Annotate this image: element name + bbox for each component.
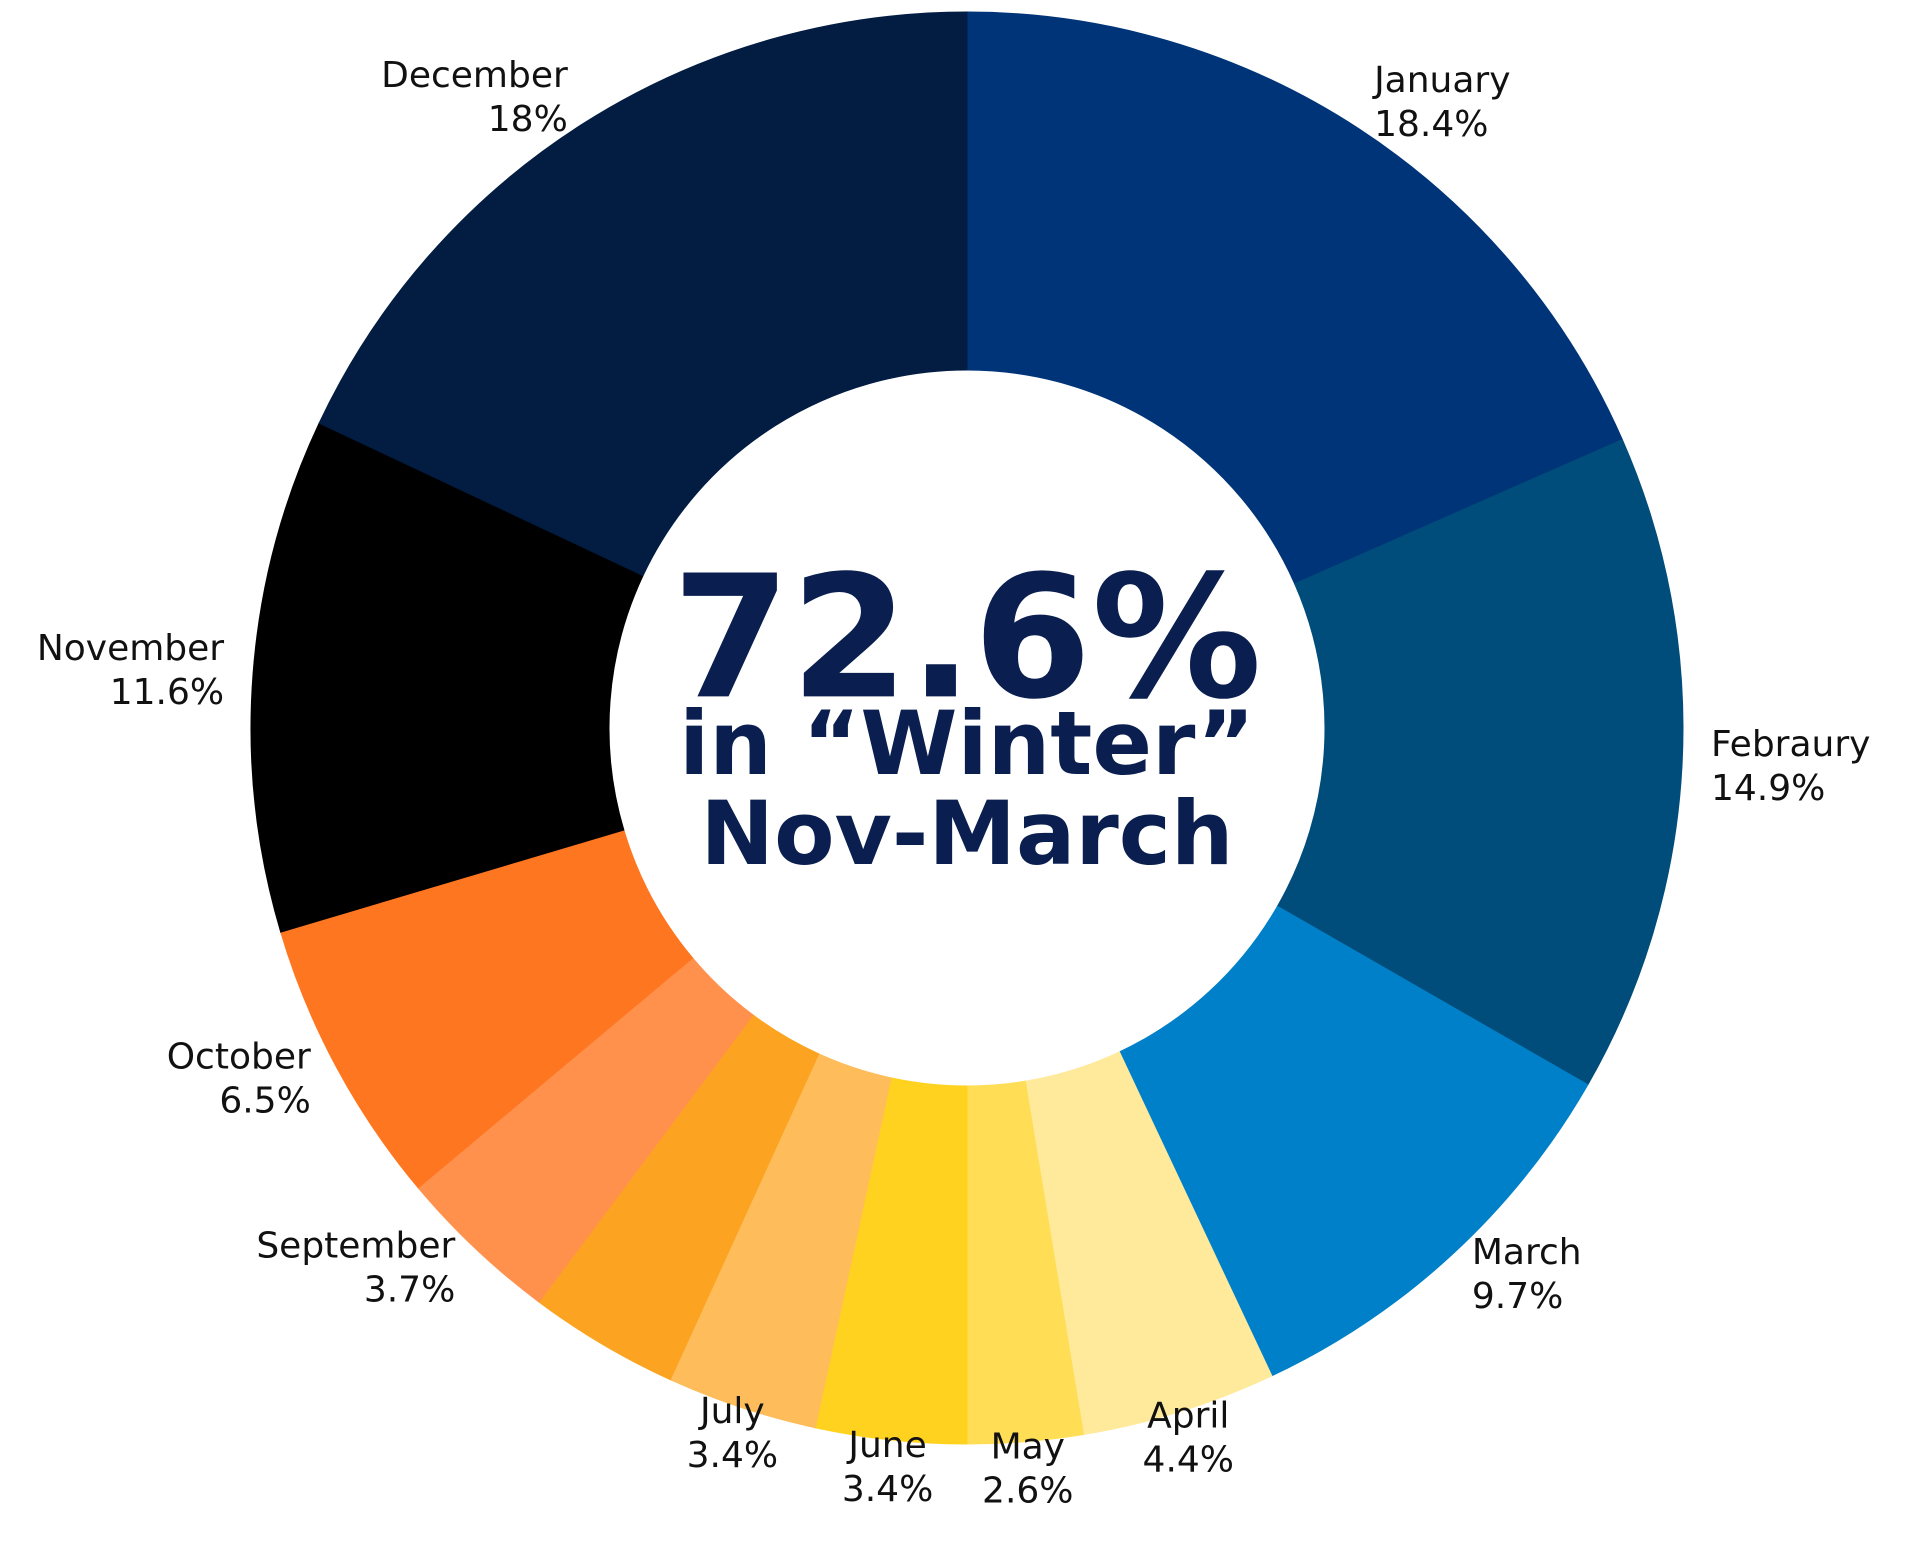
slice-label: December: [381, 55, 568, 96]
slice-value: 3.7%: [364, 1269, 455, 1310]
slice-value: 6.5%: [219, 1081, 310, 1122]
slice-value: 11.6%: [110, 672, 224, 713]
slice-label: July: [698, 1391, 765, 1432]
slice-value: 18%: [488, 99, 568, 140]
slice-label: March: [1472, 1232, 1582, 1273]
slice-label: November: [37, 628, 224, 669]
slice-label: June: [846, 1425, 926, 1466]
slice-label: September: [256, 1225, 455, 1266]
slice-value: 18.4%: [1374, 104, 1488, 145]
slice: [250, 422, 644, 933]
slice-label: April: [1147, 1395, 1229, 1436]
slice-value: 2.6%: [982, 1471, 1073, 1512]
slice: [1118, 905, 1589, 1377]
slice-value: 9.7%: [1472, 1276, 1563, 1317]
slice-label: October: [167, 1037, 311, 1078]
slice: [1276, 438, 1684, 1086]
slice-value: 14.9%: [1711, 768, 1825, 809]
slice-label: January: [1372, 60, 1510, 101]
slice-label: Febraury: [1711, 724, 1871, 765]
slice: [318, 11, 968, 577]
center-value: 72.6%: [672, 539, 1262, 737]
center-text: Nov-March: [700, 782, 1233, 885]
slice-value: 3.4%: [687, 1435, 778, 1476]
slice-label: May: [991, 1427, 1065, 1468]
slice-value: 4.4%: [1143, 1439, 1234, 1480]
center-text: in “Winter”: [679, 692, 1255, 795]
slice: [966, 11, 1623, 585]
slice-value: 3.4%: [842, 1469, 933, 1510]
